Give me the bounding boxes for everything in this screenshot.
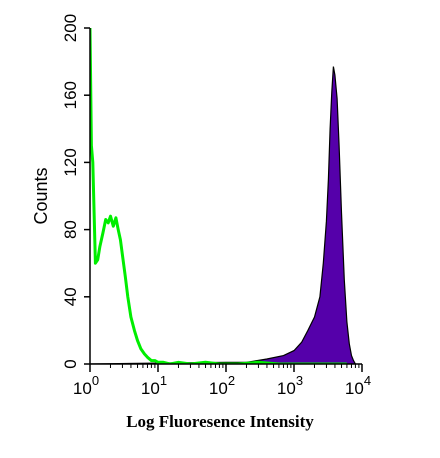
y-tick-label: 200	[61, 14, 80, 42]
axes	[84, 27, 363, 372]
x-tick-label: 101	[141, 373, 167, 398]
y-tick-label: 0	[61, 359, 80, 368]
x-tick-label: 104	[345, 373, 371, 398]
y-tick-label: 40	[61, 287, 80, 306]
y-axis-title: Counts	[31, 167, 51, 224]
y-tick-label: 120	[61, 148, 80, 176]
x-tick-label: 102	[209, 373, 235, 398]
series-1-area	[90, 66, 357, 364]
series-0-line	[90, 28, 347, 364]
plot-area	[90, 28, 357, 364]
y-tick-label: 80	[61, 220, 80, 239]
y-tick-label: 160	[61, 81, 80, 109]
x-tick-label: 103	[277, 373, 303, 398]
x-tick-label: 100	[73, 373, 99, 398]
x-axis-title: Log Fluoresence Intensity	[126, 412, 314, 431]
